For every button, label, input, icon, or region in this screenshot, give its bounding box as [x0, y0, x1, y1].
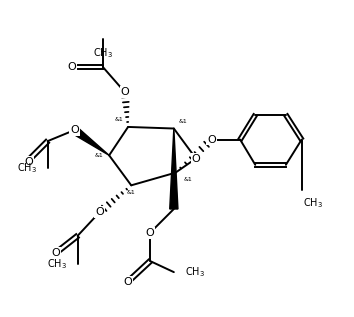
Text: $\mathregular{CH_3}$: $\mathregular{CH_3}$ — [185, 265, 205, 279]
Polygon shape — [72, 127, 109, 155]
Text: &1: &1 — [95, 153, 104, 158]
Text: O: O — [207, 134, 216, 145]
Text: $\mathregular{CH_3}$: $\mathregular{CH_3}$ — [303, 196, 323, 210]
Text: O: O — [146, 228, 155, 238]
Text: &1: &1 — [115, 117, 123, 122]
Text: $\mathregular{CH_3}$: $\mathregular{CH_3}$ — [46, 257, 67, 271]
Text: O: O — [95, 207, 104, 217]
Text: $\mathregular{CH_3}$: $\mathregular{CH_3}$ — [17, 161, 36, 175]
Text: $\mathregular{CH_3}$: $\mathregular{CH_3}$ — [93, 47, 113, 60]
Text: &1: &1 — [126, 190, 135, 195]
Text: O: O — [70, 125, 79, 135]
Text: &1: &1 — [178, 119, 187, 124]
Text: O: O — [124, 277, 132, 287]
Text: O: O — [67, 62, 76, 72]
Polygon shape — [170, 128, 178, 209]
Text: O: O — [51, 248, 60, 258]
Text: O: O — [192, 153, 200, 164]
Text: O: O — [121, 87, 129, 97]
Text: &1: &1 — [183, 178, 192, 183]
Text: O: O — [24, 157, 33, 167]
